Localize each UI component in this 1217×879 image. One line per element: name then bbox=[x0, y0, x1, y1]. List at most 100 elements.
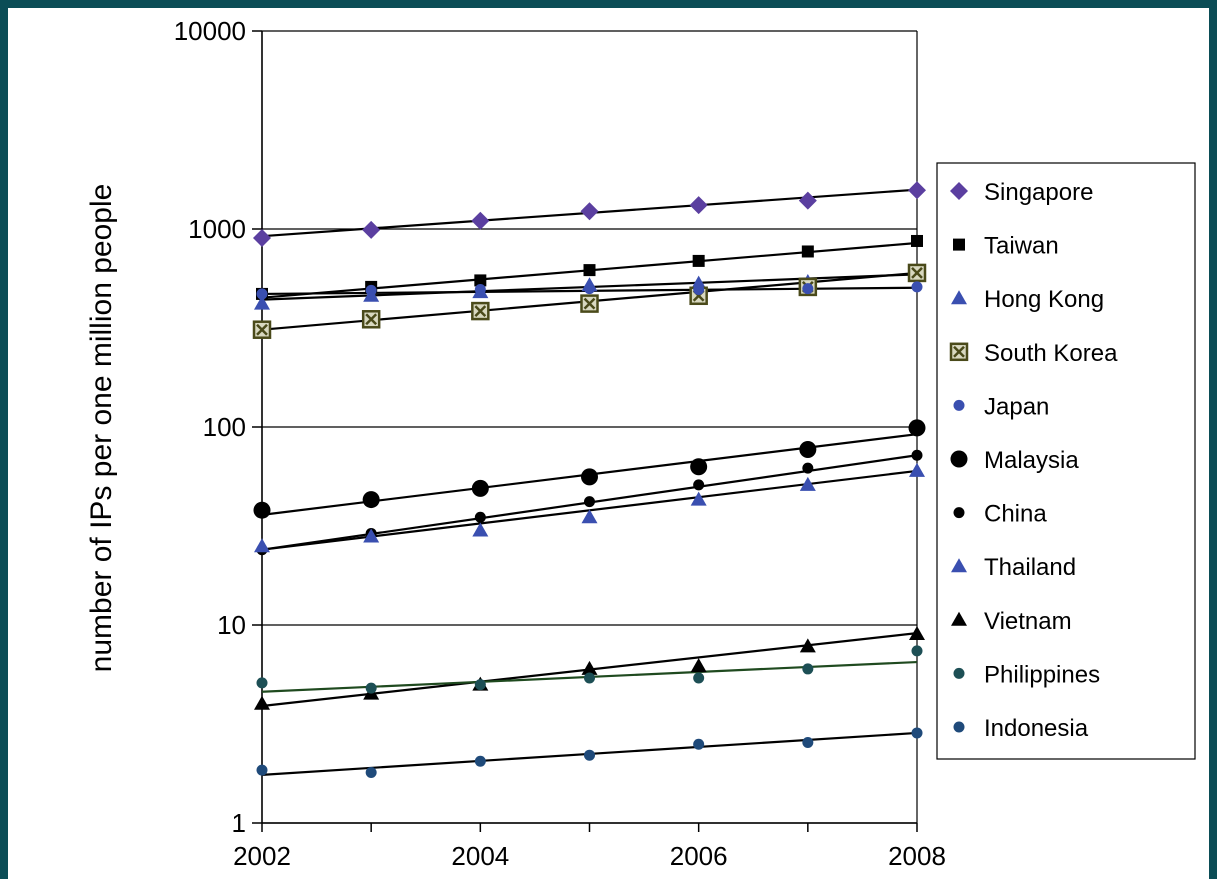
marker-x bbox=[911, 267, 923, 279]
legend-marker-south-korea bbox=[949, 342, 969, 362]
point-thailand bbox=[799, 476, 816, 491]
point-malaysia bbox=[471, 479, 489, 497]
legend-label-singapore: Singapore bbox=[984, 179, 1093, 206]
point-south-korea bbox=[907, 263, 927, 283]
point-south-korea bbox=[252, 320, 272, 339]
point-singapore bbox=[253, 229, 271, 248]
legend-label-thailand: Thailand bbox=[984, 554, 1076, 581]
slide-canvas: 1 10 100 1000 10000 2002 2004 2006 2008 Singapor… bbox=[8, 8, 1209, 879]
x-tick-label: 2002 bbox=[233, 841, 291, 871]
point-japan bbox=[911, 281, 923, 293]
point-japan bbox=[802, 283, 814, 295]
point-singapore bbox=[471, 211, 490, 230]
point-china bbox=[693, 479, 705, 491]
log-scale-chart: 1 10 100 1000 10000 2002 2004 2006 2008 Singapor… bbox=[85, 16, 1196, 871]
legend-marker-japan bbox=[953, 399, 965, 411]
point-malaysia bbox=[908, 419, 926, 437]
point-china bbox=[802, 462, 814, 474]
point-thailand bbox=[690, 491, 707, 506]
point-philippines bbox=[911, 645, 923, 657]
data-markers bbox=[252, 181, 927, 778]
legend-marker-vietnam bbox=[951, 611, 967, 626]
legend-marker-china bbox=[953, 507, 965, 519]
legend-box bbox=[936, 162, 1196, 760]
point-indonesia bbox=[693, 738, 705, 750]
y-axis-title: number of IPs per one million people bbox=[85, 184, 118, 673]
point-malaysia bbox=[362, 491, 380, 509]
point-malaysia bbox=[799, 440, 817, 458]
point-singapore bbox=[908, 181, 926, 200]
point-japan bbox=[365, 284, 377, 296]
point-japan bbox=[693, 283, 705, 295]
point-japan bbox=[584, 283, 595, 295]
marker-x bbox=[953, 345, 965, 358]
point-japan bbox=[474, 283, 486, 295]
point-philippines bbox=[802, 663, 814, 675]
point-malaysia bbox=[253, 501, 271, 519]
legend-label-japan: Japan bbox=[984, 393, 1049, 420]
point-thailand bbox=[363, 528, 380, 543]
point-malaysia bbox=[690, 458, 708, 476]
legend-label-indonesia: Indonesia bbox=[984, 715, 1089, 742]
y-tick-label: 100 bbox=[203, 412, 246, 442]
marker-x bbox=[365, 313, 378, 326]
legend-marker-philippines bbox=[953, 667, 965, 679]
x-tick-label: 2004 bbox=[451, 841, 509, 871]
point-south-korea bbox=[471, 301, 490, 321]
legend-label-south-korea: South Korea bbox=[984, 340, 1118, 367]
marker-x bbox=[474, 305, 487, 317]
y-tick-label: 1 bbox=[232, 808, 246, 838]
point-vietnam bbox=[799, 638, 816, 653]
legend-label-philippines: Philippines bbox=[984, 661, 1100, 688]
point-indonesia bbox=[365, 766, 377, 778]
point-philippines bbox=[584, 672, 595, 684]
legend-marker-taiwan bbox=[953, 238, 965, 251]
x-tick-label: 2008 bbox=[888, 841, 946, 871]
y-tick-label: 1000 bbox=[188, 214, 246, 244]
point-philippines bbox=[256, 677, 268, 689]
point-south-korea bbox=[361, 310, 381, 329]
point-taiwan bbox=[583, 264, 596, 277]
point-indonesia bbox=[474, 755, 486, 767]
point-thailand bbox=[254, 538, 270, 553]
point-vietnam bbox=[690, 658, 707, 673]
legend-marker-hong-kong bbox=[951, 290, 967, 305]
point-taiwan bbox=[474, 274, 487, 287]
legend-marker-malaysia bbox=[950, 450, 968, 468]
point-thailand bbox=[581, 509, 598, 524]
point-singapore bbox=[362, 220, 381, 239]
legend: Singapore Taiwan Hong Kong South Korea Japan… bbox=[936, 162, 1196, 760]
point-china bbox=[474, 511, 486, 523]
legend-label-china: China bbox=[984, 501, 1047, 528]
point-indonesia bbox=[256, 764, 268, 776]
point-indonesia bbox=[584, 749, 595, 761]
legend-label-taiwan: Taiwan bbox=[984, 233, 1059, 260]
point-taiwan bbox=[801, 245, 814, 258]
point-philippines bbox=[474, 679, 486, 691]
x-tick-label: 2006 bbox=[670, 841, 728, 871]
legend-label-vietnam: Vietnam bbox=[984, 608, 1072, 635]
point-indonesia bbox=[911, 727, 923, 739]
legend-label-malaysia: Malaysia bbox=[984, 447, 1079, 474]
legend-marker-singapore bbox=[950, 182, 968, 200]
y-tick-label: 10 bbox=[217, 610, 246, 640]
point-philippines bbox=[693, 672, 705, 684]
axes: 1 10 100 1000 10000 2002 2004 2006 2008 bbox=[174, 16, 946, 871]
point-taiwan bbox=[692, 254, 705, 267]
marker-x bbox=[256, 323, 268, 336]
y-tick-label: 10000 bbox=[174, 16, 246, 46]
point-china bbox=[911, 449, 923, 461]
point-south-korea bbox=[580, 294, 599, 313]
point-japan bbox=[256, 288, 268, 300]
point-malaysia bbox=[581, 468, 598, 486]
point-vietnam bbox=[581, 660, 598, 675]
point-hong-kong bbox=[254, 295, 270, 310]
point-vietnam bbox=[254, 695, 270, 710]
grid-lines bbox=[262, 30, 917, 824]
point-singapore bbox=[580, 202, 599, 221]
marker-x bbox=[583, 297, 596, 310]
point-singapore bbox=[798, 191, 817, 210]
point-china bbox=[584, 496, 595, 508]
legend-marker-indonesia bbox=[953, 721, 965, 733]
point-thailand bbox=[909, 462, 925, 477]
